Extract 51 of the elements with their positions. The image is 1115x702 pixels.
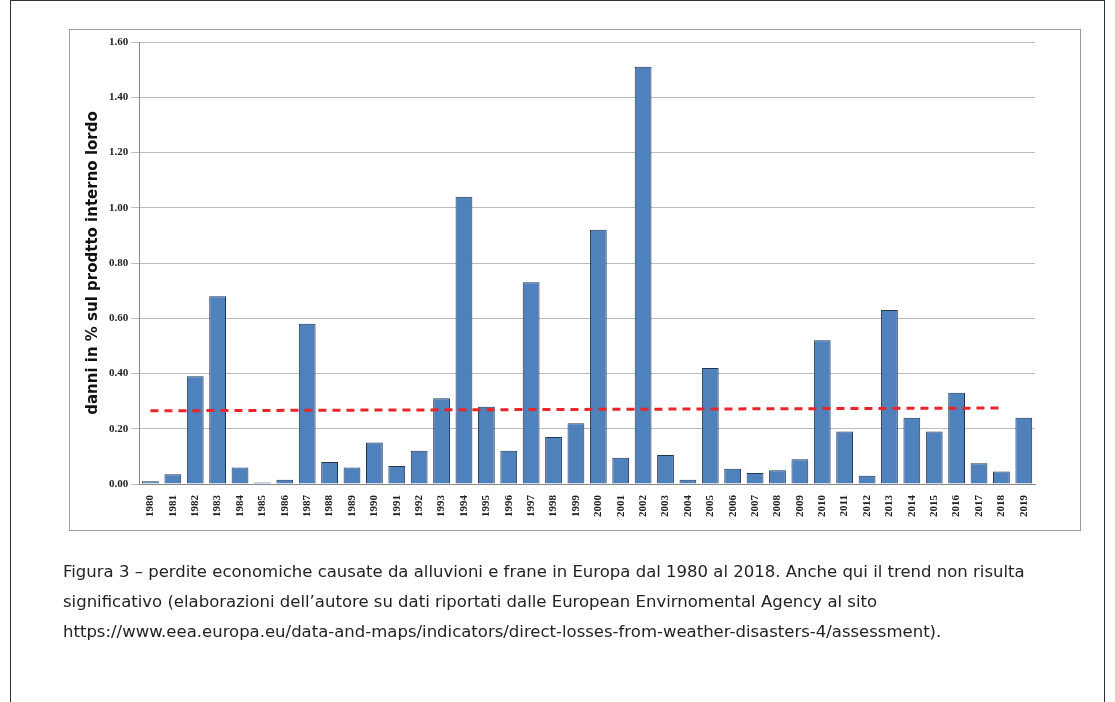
x-tick-label: 1980: [143, 494, 156, 517]
x-tick-label: 2018: [994, 494, 1007, 517]
x-tick-label: 2008: [770, 494, 783, 517]
y-tick-label: 1.60: [109, 34, 129, 47]
x-tick-label: 2011: [837, 495, 850, 517]
y-tick-label: 0.80: [109, 255, 129, 268]
x-tick-label: 2004: [680, 494, 693, 517]
text: Figura 3 – perdite economiche causate da alluvioni e frane in Europa dal 1980 al 2018. Anche qui il trend non risulta significativo (elaborazioni dell’autore su dati riportati dalle European Envirnomental Agency al sito https://www.eea.europa.eu/data-and-maps/indicators/direct-losses-from-weather-disasters-4/assessment).: [63, 561, 1026, 643]
x-tick-label: 2017: [971, 494, 984, 517]
x-tick-label: 1994: [456, 494, 469, 517]
x-tick-label: 1987: [300, 494, 313, 517]
x-tick-label: 1998: [546, 494, 559, 517]
x-tick-label: 1983: [210, 494, 223, 517]
x-tick-label: 1982: [188, 494, 201, 517]
x-tick-label: 2003: [658, 494, 671, 517]
x-tick-label: 2006: [725, 494, 738, 517]
x-tick-label: 2002: [635, 494, 648, 517]
y-tick-label: 0.00: [109, 476, 129, 489]
x-tick-label: 1999: [568, 494, 581, 517]
x-tick-label: 2019: [1016, 494, 1029, 517]
x-tick-label: 1997: [523, 494, 536, 517]
y-tick-label: 0.40: [109, 366, 129, 379]
x-tick-label: 2009: [792, 494, 805, 517]
x-tick-label: 2015: [927, 494, 940, 517]
x-tick-label: 1988: [322, 494, 335, 517]
x-tick-label: 1984: [232, 494, 245, 517]
x-tick-label: 1991: [389, 495, 402, 517]
x-tick-label: 1996: [501, 494, 514, 517]
y-tick-label: 1.40: [109, 90, 129, 103]
x-tick-label: 2013: [882, 494, 895, 517]
x-tick-label: 1986: [277, 494, 290, 517]
x-tick-label: 2007: [747, 494, 760, 517]
x-tick-label: 2010: [815, 494, 828, 517]
y-tick-label: 1.20: [109, 145, 129, 158]
x-tick-label: 1992: [412, 494, 425, 517]
y-axis-title: danni in % sul prodtto interno lordo: [82, 111, 101, 415]
x-tick-label: 1985: [255, 494, 268, 517]
x-tick-label: 1981: [165, 495, 178, 517]
x-tick-label: 1993: [434, 494, 447, 517]
x-tick-label: 2014: [904, 494, 917, 517]
x-tick-label: 1989: [344, 494, 357, 517]
x-tick-label: 1990: [367, 494, 380, 517]
y-tick-label: 0.20: [109, 421, 129, 434]
x-tick-label: 2012: [859, 494, 872, 517]
x-tick-label: 2001: [613, 495, 626, 517]
y-tick-label: 0.60: [109, 311, 129, 324]
y-tick-label: 1.00: [109, 200, 129, 213]
x-tick-label: 2000: [591, 494, 604, 517]
x-tick-label: 2016: [949, 494, 962, 517]
x-tick-label: 1995: [479, 494, 492, 517]
x-tick-label: 2005: [703, 494, 716, 517]
